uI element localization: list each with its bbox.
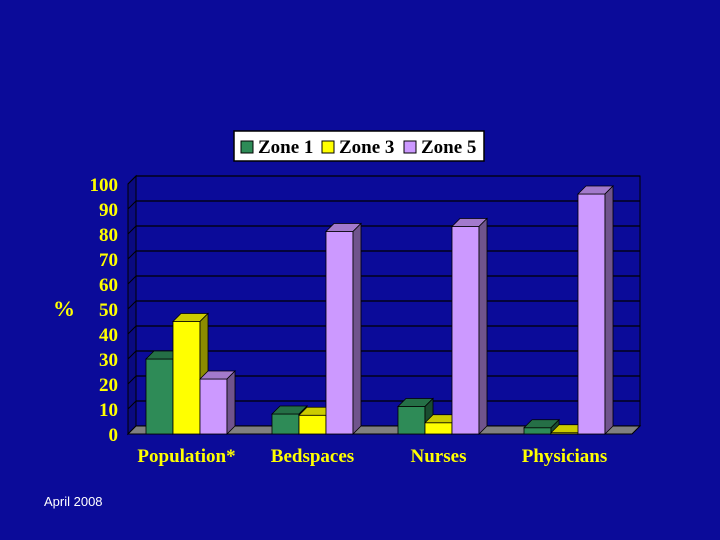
- y-tick-label: 30: [99, 350, 118, 371]
- y-tick-label: 100: [90, 175, 119, 196]
- bar-zone-1-nurses: [397, 406, 426, 435]
- legend-entry: Zone 1: [258, 137, 313, 158]
- x-tick-label: Physicians: [522, 446, 608, 467]
- bar-zone-1-bedspaces: [271, 413, 300, 435]
- legend-swatch: [403, 140, 417, 154]
- y-tick-label: 20: [99, 375, 118, 396]
- bar-side-zone-5-bedspaces: [352, 222, 362, 435]
- gridline-side: [127, 275, 137, 285]
- y-tick-label: 70: [99, 250, 118, 271]
- y-tick-label: 0: [109, 425, 119, 446]
- legend-swatch: [321, 140, 335, 154]
- footer-date: April 2008: [44, 494, 103, 509]
- bar-zone-1-physicians: [523, 427, 552, 435]
- x-tick-label: Population*: [137, 446, 235, 467]
- x-tick-label: Nurses: [411, 446, 467, 467]
- y-tick-label: 10: [99, 400, 118, 421]
- gridline-side: [127, 250, 137, 260]
- gridline-side: [127, 325, 137, 335]
- bar-zone-3-bedspaces: [298, 414, 327, 435]
- y-axis-label: %: [53, 296, 75, 321]
- gridline-side: [127, 200, 137, 210]
- legend-entry: Zone 5: [421, 137, 476, 158]
- gridline-side: [127, 225, 137, 235]
- bar-zone-3-population: [172, 321, 201, 435]
- bar-zone-5-bedspaces: [325, 231, 354, 435]
- legend: [233, 130, 485, 162]
- legend-entry: Zone 3: [339, 137, 394, 158]
- gridline-side: [127, 300, 137, 310]
- y-tick-label: 80: [99, 225, 118, 246]
- bar-zone-5-physicians: [577, 193, 606, 435]
- y-tick-label: 50: [99, 300, 118, 321]
- y-tick-label: 60: [99, 275, 118, 296]
- gridline-side: [127, 175, 137, 185]
- bar-side-zone-5-population: [226, 370, 236, 435]
- y-tick-label: 40: [99, 325, 118, 346]
- y-tick-label: 90: [99, 200, 118, 221]
- bar-zone-5-nurses: [451, 226, 480, 435]
- x-tick-label: Bedspaces: [271, 446, 354, 467]
- bar-zone-1-population: [145, 358, 174, 435]
- gridline-side: [127, 400, 137, 410]
- bar-zone-3-nurses: [424, 422, 453, 435]
- legend-swatch: [240, 140, 254, 154]
- gridline-side: [127, 350, 137, 360]
- gridline-side: [127, 375, 137, 385]
- bar-zone-5-population: [199, 378, 228, 435]
- bar-side-zone-5-nurses: [478, 217, 488, 435]
- bar-side-zone-5-physicians: [604, 185, 614, 435]
